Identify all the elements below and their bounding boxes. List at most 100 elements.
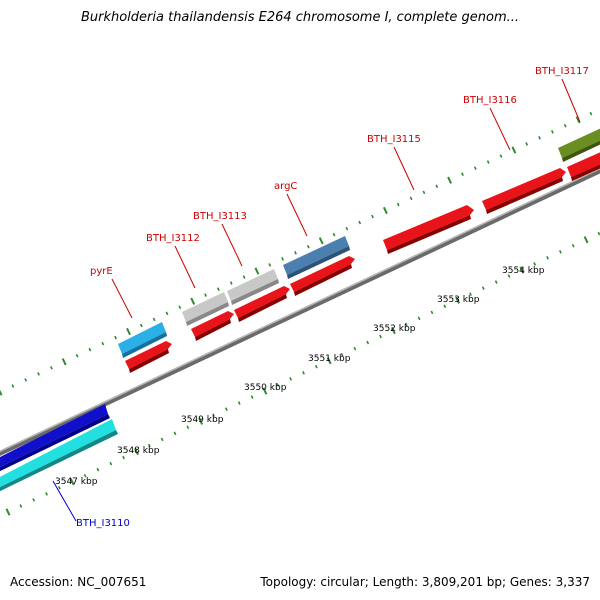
gene-labels: BTH_I3110 pyrE BTH_I3112 BTH_I3113 argC … [76,66,589,529]
inner-tick-mark [147,443,151,448]
outer-tick-mark [24,378,28,382]
inner-tick-mark [519,266,525,274]
inner-tick-mark [390,326,396,335]
outer-tick-mark [382,206,388,215]
cds-arrow-BTH_I3113[interactable] [234,286,290,322]
outer-tick-mark [447,176,453,184]
gene-box-argC[interactable] [283,236,350,279]
inner-tick-mark [45,492,48,496]
leader-BTH_I3112 [174,245,196,289]
outer-tick-mark [371,214,374,219]
inner-tick-mark [430,310,434,315]
gene-label-argC[interactable]: argC [274,181,297,192]
inner-tick-mark [417,316,421,321]
outer-tick-mark [563,123,567,128]
outer-tick-mark [511,146,517,154]
outer-tick-mark [88,347,92,352]
gene-box-BTH_I3117[interactable] [558,124,600,162]
inner-tick-mark [571,243,575,248]
inner-tick-mark [173,431,177,436]
outer-tick-mark [461,172,464,176]
inner-tick-mark [134,447,139,456]
outer-tick-mark [178,305,182,310]
outer-tick-mark [190,297,196,305]
inner-tick-mark [57,486,61,490]
inner-tick-mark [558,250,562,254]
leader-BTH_I3116 [489,107,511,151]
cds-arrow-BTH_I3112[interactable] [191,311,234,341]
inner-tick-mark [5,508,11,516]
inner-tick-mark [443,304,447,309]
inner-tick-mark [481,286,485,290]
outer-tick-mark [61,358,67,366]
inner-tick-mark [494,280,498,284]
outer-tick-mark [306,244,310,249]
outer-tick-mark [216,287,220,291]
outer-tick-mark [0,389,3,396]
outer-tick-mark [332,232,336,237]
accession-text: Accession: NC_007651 [10,575,147,589]
gene-label-BTH_I3110[interactable]: BTH_I3110 [76,518,130,529]
inner-tick-mark [546,256,549,260]
feature-blue-bar [0,404,110,472]
outer-tick-mark [318,237,324,245]
leader-lines [52,78,581,522]
leader-BTH_I3113 [221,223,243,267]
inner-tick-mark [122,455,126,460]
outer-tick-mark [204,293,207,297]
gene-label-BTH_I3117[interactable]: BTH_I3117 [535,66,589,77]
outer-tick-mark [575,116,581,124]
inner-tick-mark [379,334,382,339]
gene-box-BTH_I3112[interactable] [182,292,229,326]
inner-tick-mark [597,231,600,236]
cds-arrow-BTH_I3116[interactable] [482,168,566,214]
outer-tick-mark [37,372,40,376]
scale-label: 3553 kbp [437,295,480,305]
gene-label-pyrE[interactable]: pyrE [90,266,113,277]
gene-box-pyrE[interactable] [118,322,167,358]
outer-tick-mark [409,196,413,201]
inner-tick-mark [109,461,113,466]
scale-label: 3550 kbp [244,383,287,393]
inner-tick-mark [469,292,472,296]
inner-tick-mark [289,377,293,381]
scale-label: 3548 kbp [117,446,160,456]
inner-tick-mark [366,340,370,345]
gene-label-BTH_I3115[interactable]: BTH_I3115 [367,134,421,145]
scale-label: 3551 kbp [308,354,351,364]
outer-tick-mark [589,111,593,116]
inner-tick-mark [250,395,254,399]
inner-tick-mark [96,467,100,472]
outer-tick-mark [499,154,503,158]
gene-label-BTH_I3113[interactable]: BTH_I3113 [193,211,247,222]
outer-tick-mark [242,275,246,279]
cds-arrow-BTH_I3115[interactable] [383,205,474,254]
gene-label-BTH_I3116[interactable]: BTH_I3116 [463,95,517,106]
outer-tick-mark [114,335,118,340]
inner-tick-mark [533,262,537,266]
outer-tick-mark [358,220,362,225]
scale-label: 3547 kbp [55,477,98,487]
inner-tick-mark [353,346,357,351]
leader-argC [286,193,308,237]
outer-tick-mark [486,160,490,164]
outer-tick-mark [254,267,260,275]
cds-arrow-BTH_I3117[interactable] [567,148,600,181]
gene-box-BTH_I3113[interactable] [227,269,279,305]
inner-tick-mark [404,322,408,327]
backbone-line [0,167,600,457]
leader-pyrE [111,278,133,319]
outer-tick-mark [473,166,477,170]
cds-arrow-pyrE[interactable] [125,341,172,373]
feature-cyan-bar[interactable] [0,419,118,496]
outer-tick-mark [422,190,426,195]
inner-tick-mark [583,236,589,244]
outer-tick-mark [294,251,297,255]
outer-tick-mark [152,317,156,322]
outer-tick-mark [345,226,349,231]
inner-tick-mark [340,352,344,357]
gene-label-BTH_I3112[interactable]: BTH_I3112 [146,233,200,244]
inner-tick-mark [186,425,190,430]
cds-arrow-argC[interactable] [290,256,355,296]
inner-tick-mark [69,478,75,486]
